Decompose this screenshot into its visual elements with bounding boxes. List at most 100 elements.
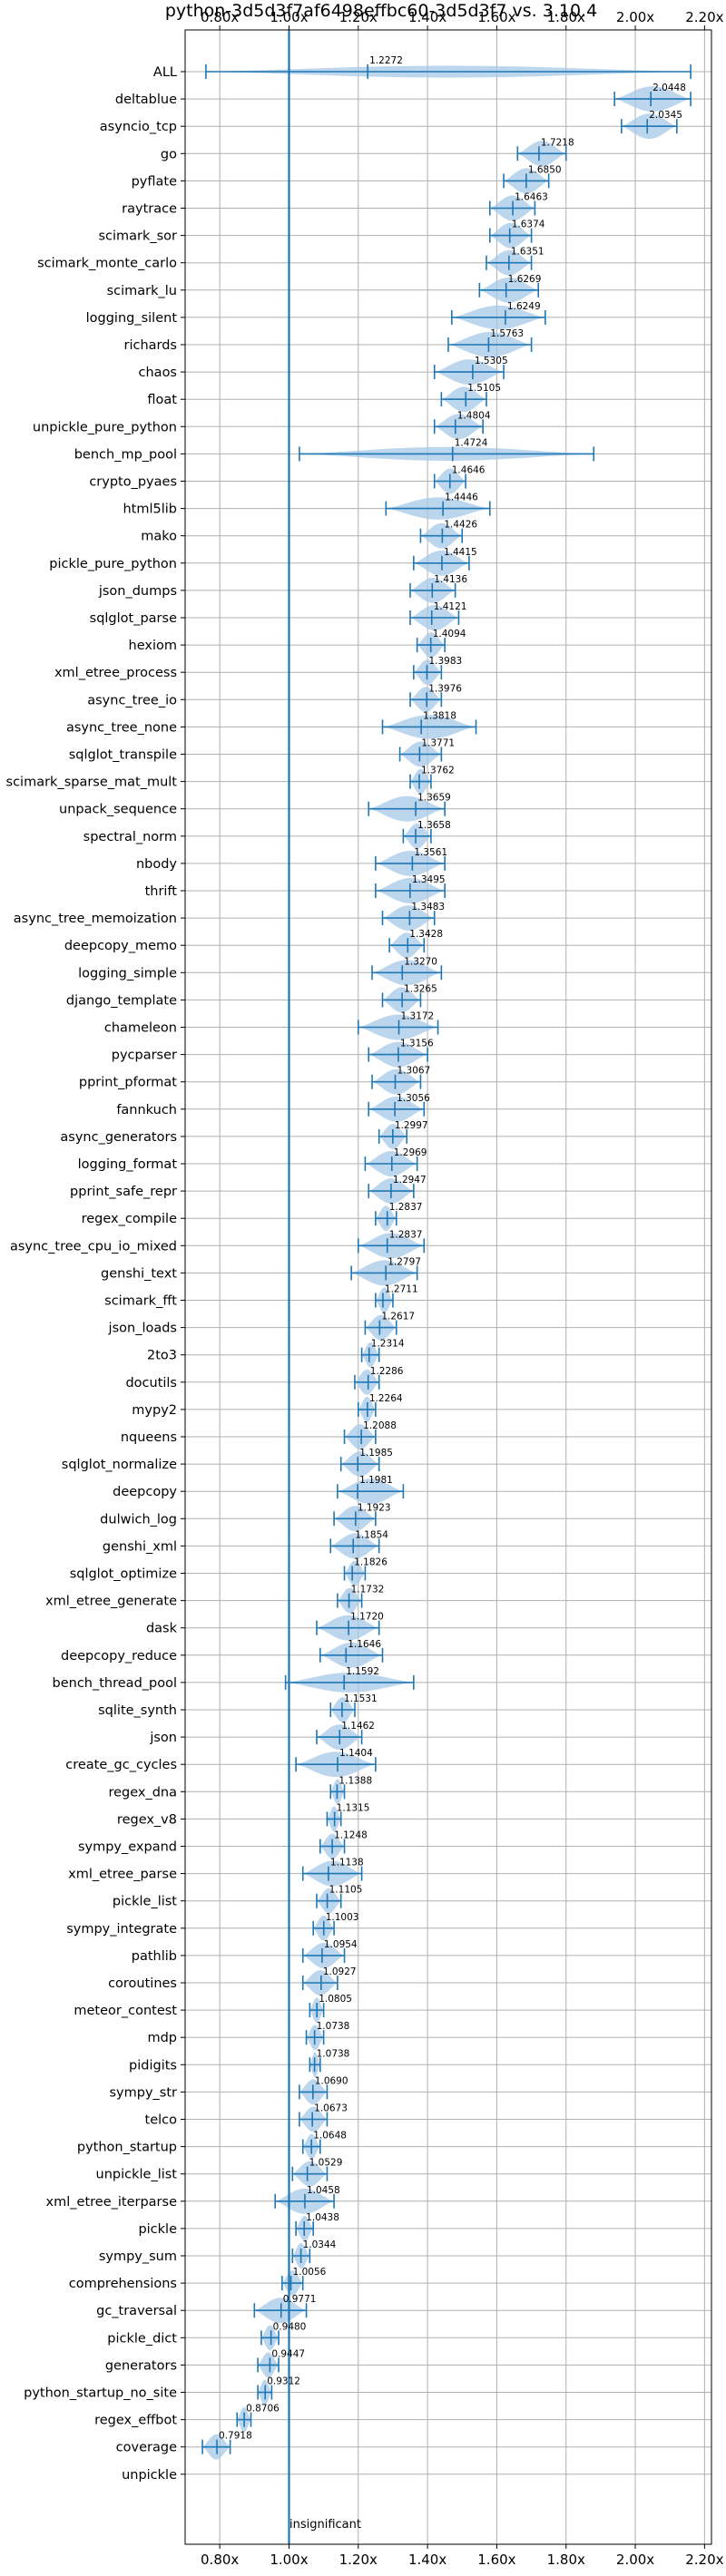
value-label-logging_simple: 1.3270 xyxy=(404,956,437,967)
value-label-crypto_pyaes: 1.4646 xyxy=(452,465,486,476)
value-label-json_dumps: 1.4136 xyxy=(434,574,467,585)
value-label-bench_thread_pool: 1.1592 xyxy=(346,1666,379,1677)
category-label: async_tree_io xyxy=(87,693,177,707)
value-label-deepcopy_reduce: 1.1646 xyxy=(348,1639,381,1650)
value-label-deepcopy_memo: 1.3428 xyxy=(409,929,443,940)
category-label: mako xyxy=(141,530,177,544)
category-label: deltablue xyxy=(115,93,177,107)
x-tick-label-top: 1.60x xyxy=(477,9,515,25)
category-label: regex_compile xyxy=(82,1212,177,1226)
value-label-chameleon: 1.3172 xyxy=(401,1011,435,1022)
label-layer: 1.2272 2.0448 2.0345 1.7218 1.6850 1.6463 1.63… xyxy=(219,55,686,2442)
violin-layer xyxy=(202,65,692,2460)
value-label-hexiom: 1.4094 xyxy=(433,629,466,639)
value-label-scimark_lu: 1.6269 xyxy=(508,274,542,285)
category-label: unpickle xyxy=(122,2468,177,2483)
value-label-genshi_text: 1.2797 xyxy=(388,1256,421,1267)
value-label-xml_etree_process: 1.3983 xyxy=(428,656,462,667)
category-label: raytrace xyxy=(122,202,177,217)
value-label-unpickle_pure_python: 1.4804 xyxy=(457,410,491,421)
value-label-coverage: 0.7918 xyxy=(219,2431,252,2442)
category-label: scimark_sparse_mat_mult xyxy=(6,776,178,790)
category-label: ALL xyxy=(153,65,177,80)
category-label: go xyxy=(161,147,177,161)
category-label: pathlib xyxy=(132,1949,177,1964)
value-label-deltablue: 2.0448 xyxy=(652,83,686,93)
category-label: pidigits xyxy=(129,2058,177,2073)
category-label: nbody xyxy=(136,857,177,872)
category-label: xml_etree_generate xyxy=(45,1595,177,1609)
category-label: regex_v8 xyxy=(117,1812,177,1827)
value-label-scimark_sor: 1.6374 xyxy=(512,220,545,230)
category-label: sympy_str xyxy=(110,2085,178,2100)
category-label: regex_dna xyxy=(108,1785,177,1800)
value-label-genshi_xml: 1.1854 xyxy=(355,1529,388,1540)
value-label-async_tree_memoization: 1.3483 xyxy=(411,902,445,912)
value-label-pprint_pformat: 1.3067 xyxy=(397,1066,431,1077)
category-label: nqueens xyxy=(121,1430,177,1445)
category-label: pycparser xyxy=(112,1049,177,1063)
value-label-2to3: 1.2314 xyxy=(371,1339,405,1350)
value-label-fannkuch: 1.3056 xyxy=(397,1093,430,1104)
category-label: generators xyxy=(105,2358,177,2373)
value-label-raytrace: 1.6463 xyxy=(515,192,548,203)
value-label-go: 1.7218 xyxy=(541,137,574,148)
category-label: pickle xyxy=(138,2222,177,2237)
value-label-scimark_fft: 1.2711 xyxy=(385,1284,418,1295)
value-label-sympy_expand: 1.1248 xyxy=(334,1830,368,1841)
category-label: unpickle_list xyxy=(96,2168,178,2182)
category-label: coverage xyxy=(116,2441,177,2455)
value-label-sympy_sum: 1.0344 xyxy=(303,2239,337,2250)
value-label-mako: 1.4426 xyxy=(444,520,477,531)
value-label-unpickle_list: 1.0529 xyxy=(309,2158,343,2169)
value-label-regex_effbot: 0.8706 xyxy=(246,2404,280,2415)
category-label: thrift xyxy=(145,884,178,899)
x-tick-label-top: 1.00x xyxy=(270,9,308,25)
category-label: spectral_norm xyxy=(83,830,177,844)
category-label: logging_simple xyxy=(78,966,177,981)
value-label-pprint_safe_repr: 1.2947 xyxy=(393,1175,427,1186)
x-tick-label-bottom: 2.00x xyxy=(616,2552,654,2568)
value-label-gc_traversal: 0.9771 xyxy=(283,2294,317,2305)
value-label-pickle_dict: 0.9480 xyxy=(273,2321,307,2332)
value-label-logging_silent: 1.6249 xyxy=(507,301,541,312)
category-label: xml_etree_iterparse xyxy=(46,2195,178,2210)
category-label: chaos xyxy=(139,366,177,380)
category-label: richards xyxy=(123,338,177,353)
value-label-scimark_monte_carlo: 1.6351 xyxy=(511,247,544,258)
value-label-chaos: 1.5305 xyxy=(475,356,508,366)
x-tick-label-top: 1.20x xyxy=(339,9,378,25)
x-tick-label-bottom: 0.80x xyxy=(201,2552,239,2568)
axis-layer: 0.80x 0.80x 1.00x 1.00x 1.20x 1.20x 1.40x 1.40x… xyxy=(6,9,724,2568)
value-label-thrift: 1.3495 xyxy=(412,874,446,885)
category-label: async_tree_memoization xyxy=(14,912,177,926)
x-tick-label-bottom: 1.00x xyxy=(270,2552,308,2568)
category-label: hexiom xyxy=(129,639,177,653)
category-label: telco xyxy=(145,2113,178,2128)
x-tick-label-bottom: 1.80x xyxy=(547,2552,585,2568)
category-label: asyncio_tcp xyxy=(100,120,177,134)
category-label: sqlglot_optimize xyxy=(70,1567,177,1582)
category-label: crypto_pyaes xyxy=(89,475,177,490)
value-label-create_gc_cycles: 1.1404 xyxy=(339,1748,373,1759)
category-label: 2to3 xyxy=(147,1349,177,1363)
x-tick-label-top: 2.20x xyxy=(685,9,723,25)
category-label: pprint_safe_repr xyxy=(70,1185,177,1199)
value-label-python_startup_no_site: 0.9312 xyxy=(267,2376,300,2387)
value-label-xml_etree_iterparse: 1.0458 xyxy=(307,2185,340,2196)
value-label-pickle: 1.0438 xyxy=(306,2212,339,2223)
value-label-django_template: 1.3265 xyxy=(404,983,437,994)
value-label-pyflate: 1.6850 xyxy=(528,164,562,175)
category-label: pickle_dict xyxy=(107,2331,177,2346)
category-label: deepcopy xyxy=(113,1485,177,1499)
value-label-sqlglot_parse: 1.4121 xyxy=(434,601,467,612)
value-label-pickle_pure_python: 1.4415 xyxy=(444,547,477,558)
value-label-logging_format: 1.2969 xyxy=(394,1147,427,1158)
x-tick-label-bottom: 2.20x xyxy=(685,2552,723,2568)
category-label: scimark_fft xyxy=(104,1294,177,1309)
category-label: coroutines xyxy=(108,1976,177,1991)
value-label-mdp: 1.0738 xyxy=(317,2021,350,2032)
value-label-async_tree_none: 1.3818 xyxy=(423,710,456,721)
value-label-docutils: 1.2286 xyxy=(370,1366,404,1377)
